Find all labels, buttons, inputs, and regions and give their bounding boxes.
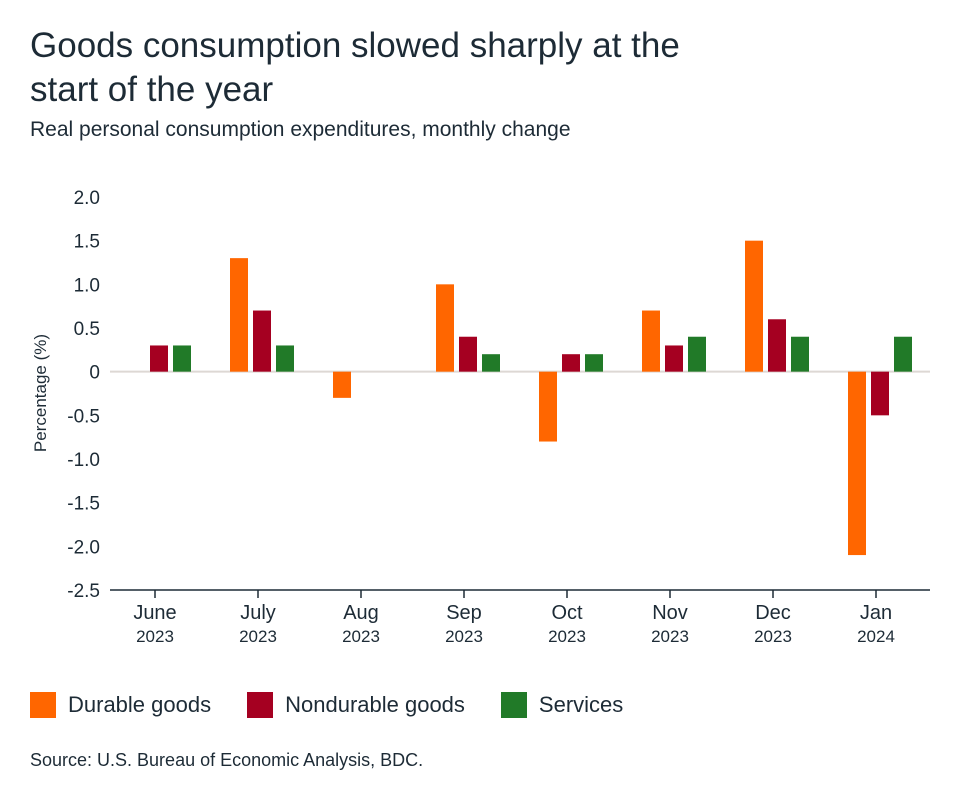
source-note: Source: U.S. Bureau of Economic Analysis… (30, 750, 424, 770)
legend-label: Nondurable goods (285, 692, 465, 717)
legend-swatch (30, 692, 56, 718)
y-axis-label: Percentage (%) (31, 334, 50, 452)
x-tick-label: Oct (551, 602, 583, 624)
bar-services (173, 345, 191, 372)
bar-durable-goods (333, 371, 351, 398)
bar-nondurable-goods (768, 319, 786, 372)
x-tick-year: 2023 (136, 627, 174, 646)
bar-durable-goods (436, 284, 454, 372)
bar-services (585, 354, 603, 372)
x-tick-year: 2023 (651, 627, 689, 646)
bar-nondurable-goods (150, 345, 168, 372)
y-tick-label: -2.0 (67, 537, 100, 558)
bar-services (276, 345, 294, 372)
bar-nondurable-goods (459, 336, 477, 372)
y-tick-label: 1.0 (74, 275, 100, 296)
bar-durable-goods (745, 240, 763, 372)
bar-services (894, 336, 912, 372)
y-tick-label: 0.5 (74, 319, 100, 340)
y-tick-label: -2.5 (67, 581, 100, 602)
legend-swatch (500, 692, 527, 718)
legend: Durable goods Nondurable goods Services (30, 692, 623, 718)
x-tick-label: July (240, 602, 276, 624)
x-tick-label: Dec (755, 602, 791, 624)
y-tick-label: 0 (89, 363, 100, 384)
x-tick-label: Aug (343, 602, 379, 624)
bar-services (482, 354, 500, 372)
y-tick-label: -1.5 (67, 494, 100, 515)
x-tick-year: 2023 (548, 627, 586, 646)
x-tick-label: Nov (652, 602, 688, 624)
bar-durable-goods (848, 371, 866, 556)
bar-durable-goods (539, 371, 557, 442)
y-tick-label: -1.0 (67, 450, 100, 471)
x-tick-year: 2024 (857, 627, 895, 646)
legend-label: Durable goods (68, 692, 212, 717)
x-tick-label: Jan (860, 602, 892, 624)
bar-durable-goods (642, 310, 660, 372)
x-tick-year: 2023 (445, 627, 483, 646)
x-tick-label: June (133, 602, 176, 624)
y-tick-label: 1.5 (74, 232, 100, 253)
chart-title: Goods consumption slowed sharply at the … (30, 26, 680, 109)
bar-services (791, 336, 809, 372)
x-tick-year: 2023 (754, 627, 792, 646)
legend-swatch (247, 692, 274, 718)
bar-nondurable-goods (562, 354, 580, 372)
x-tick-year: 2023 (239, 627, 277, 646)
bar-durable-goods (230, 258, 248, 372)
bar-services (688, 336, 706, 372)
legend-label: Services (538, 692, 624, 717)
legend-item: Nondurable goods (247, 692, 465, 718)
y-tick-label: 2.0 (74, 188, 100, 209)
x-tick-label: Sep (446, 602, 482, 624)
legend-item: Durable goods (30, 692, 211, 718)
bar-nondurable-goods (253, 310, 271, 372)
chart-subtitle: Real personal consumption expenditures, … (30, 118, 571, 141)
bar-nondurable-goods (871, 371, 889, 416)
x-tick-year: 2023 (342, 627, 380, 646)
bar-nondurable-goods (665, 345, 683, 372)
y-tick-label: -0.5 (67, 406, 100, 427)
legend-item: Services (500, 692, 624, 718)
